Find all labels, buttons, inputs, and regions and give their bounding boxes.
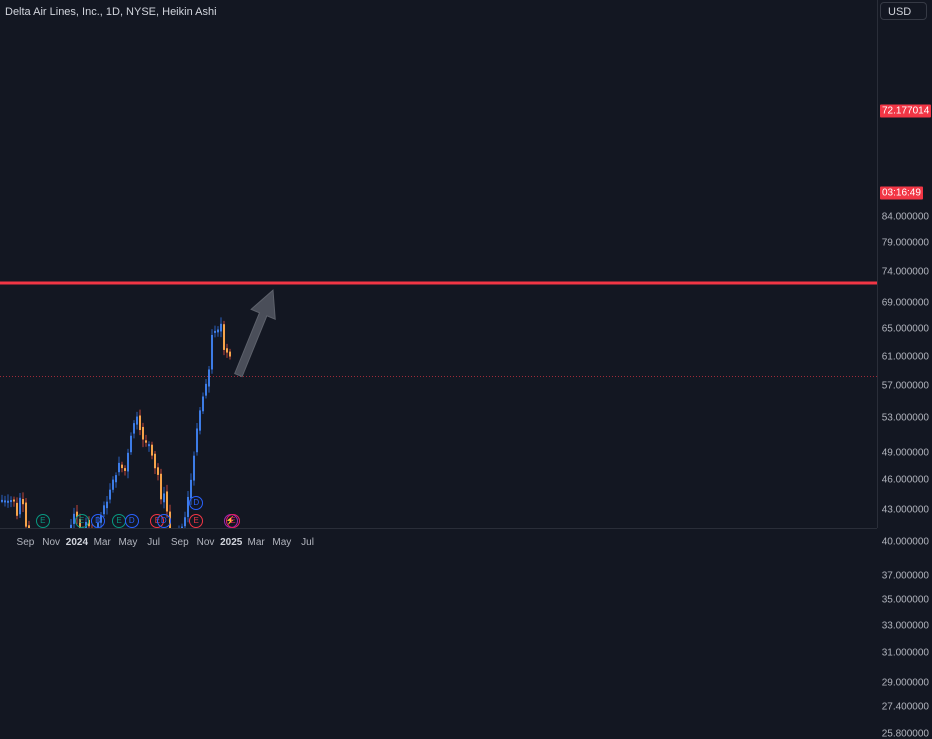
symbol-title[interactable]: Delta Air Lines, Inc., 1D, NYSE, Heikin … bbox=[5, 6, 217, 18]
candle-body bbox=[217, 329, 219, 333]
candle-body bbox=[121, 464, 123, 469]
price-tick-label: 79.000000 bbox=[881, 237, 929, 249]
candle-body bbox=[211, 334, 213, 370]
time-tick-label: 2025 bbox=[220, 537, 243, 548]
price-tick-label: 35.000000 bbox=[881, 594, 929, 606]
candle-body bbox=[160, 473, 162, 500]
time-tick-label: Mar bbox=[247, 537, 265, 548]
time-tick-label: Jul bbox=[147, 537, 161, 548]
candle-body bbox=[202, 396, 204, 412]
candle-body bbox=[190, 479, 192, 499]
candle-body bbox=[220, 323, 222, 332]
candle-body bbox=[130, 435, 132, 453]
price-tick-label: 69.000000 bbox=[881, 297, 929, 309]
time-tick-label: Sep bbox=[170, 537, 189, 548]
candle-body bbox=[133, 423, 135, 434]
price-tick-label: 31.000000 bbox=[881, 647, 929, 659]
earnings-marker-icon[interactable]: E bbox=[35, 514, 50, 528]
price-tick-label: 74.000000 bbox=[881, 266, 929, 278]
candle-body bbox=[115, 475, 117, 483]
price-tick-label: 84.000000 bbox=[881, 211, 929, 222]
candle-body bbox=[226, 348, 228, 353]
chart-canvas[interactable] bbox=[0, 0, 877, 649]
candle-body bbox=[166, 491, 168, 512]
candle-body bbox=[229, 351, 231, 357]
price-tick-label: 37.000000 bbox=[881, 570, 929, 582]
candle-body bbox=[7, 500, 9, 503]
trend-arrow bbox=[234, 289, 276, 378]
candle-body bbox=[148, 444, 150, 447]
candle-body bbox=[136, 416, 138, 425]
price-tick-label: 43.000000 bbox=[881, 504, 929, 516]
price-tick-label: 49.000000 bbox=[881, 447, 929, 459]
price-tick-label: 27.400000 bbox=[881, 701, 929, 713]
price-tick-label: 46.000000 bbox=[881, 474, 929, 486]
candle-body bbox=[106, 501, 108, 509]
time-axis[interactable]: Sep Nov 2024 Mar May Jul Sep Nov 2025 Mar May Jul bbox=[0, 528, 877, 551]
time-tick-label: May bbox=[118, 537, 138, 548]
candle-body bbox=[25, 502, 27, 527]
time-tick-label: Nov bbox=[42, 537, 61, 548]
candle-body bbox=[112, 479, 114, 490]
candle-body bbox=[13, 499, 15, 502]
price-tick-label: 40.000000 bbox=[881, 536, 929, 548]
resistance-price-tag: 72.177014 bbox=[880, 104, 932, 118]
time-tick-label: 2024 bbox=[65, 537, 89, 548]
currency-button[interactable]: USD bbox=[880, 2, 927, 20]
dividend-marker-icon[interactable]: D bbox=[90, 514, 105, 528]
candle-body bbox=[127, 452, 129, 472]
time-tick-label: Nov bbox=[196, 537, 215, 548]
price-tick-label: 65.000000 bbox=[881, 323, 929, 335]
price-tick-label: 25.800000 bbox=[881, 728, 929, 739]
candle-body bbox=[184, 517, 186, 527]
candle-body bbox=[214, 330, 216, 333]
time-tick-label: May bbox=[272, 537, 292, 548]
candle-body bbox=[208, 369, 210, 387]
price-tick-label: 57.000000 bbox=[881, 380, 929, 392]
dividend-marker-icon[interactable]: D bbox=[156, 514, 171, 528]
candle-body bbox=[22, 499, 24, 505]
candle-body bbox=[163, 493, 165, 503]
price-tick-label: 29.000000 bbox=[881, 677, 929, 689]
candle-body bbox=[154, 453, 156, 469]
price-axis[interactable]: 84.000000 79.000000 74.000000 69.000000 65.0… bbox=[877, 0, 932, 739]
earnings-marker-icon[interactable]: E bbox=[225, 514, 240, 528]
dividend-marker-icon[interactable]: D bbox=[189, 496, 204, 510]
candle-body bbox=[16, 502, 18, 516]
price-tick-label: 61.000000 bbox=[881, 351, 929, 363]
candle-body bbox=[196, 428, 198, 453]
time-tick-label: Sep bbox=[16, 537, 35, 548]
candle-body bbox=[19, 497, 21, 515]
candle-body bbox=[187, 496, 189, 517]
candle-body bbox=[1, 499, 3, 502]
candle-body bbox=[151, 444, 153, 456]
candle-body bbox=[4, 500, 6, 503]
earnings-marker-icon[interactable]: E bbox=[74, 514, 89, 528]
candle-body bbox=[109, 489, 111, 500]
time-tick-label: Jul bbox=[301, 537, 314, 548]
candle-body bbox=[103, 505, 105, 515]
price-tick-label: 53.000000 bbox=[881, 412, 929, 424]
candle-body bbox=[10, 500, 12, 503]
price-chart[interactable] bbox=[0, 0, 877, 649]
candle-body bbox=[124, 468, 126, 471]
candle-body bbox=[157, 467, 159, 475]
candle-body bbox=[223, 324, 225, 350]
time-tick-label: Mar bbox=[93, 537, 111, 548]
candle-body bbox=[193, 455, 195, 481]
earnings-marker-icon[interactable]: E bbox=[189, 514, 204, 528]
candle-body bbox=[205, 383, 207, 396]
countdown-price-tag: 03:16:49 bbox=[880, 186, 923, 200]
candle-body bbox=[139, 415, 141, 431]
candle-body bbox=[142, 426, 144, 440]
candle-body bbox=[199, 410, 201, 431]
candle-body bbox=[73, 513, 75, 524]
price-tick-label: 33.000000 bbox=[881, 620, 929, 632]
candle-body bbox=[145, 440, 147, 443]
candle-body bbox=[88, 519, 90, 527]
dividend-marker-icon[interactable]: D bbox=[124, 514, 139, 528]
candle-body bbox=[118, 462, 120, 473]
